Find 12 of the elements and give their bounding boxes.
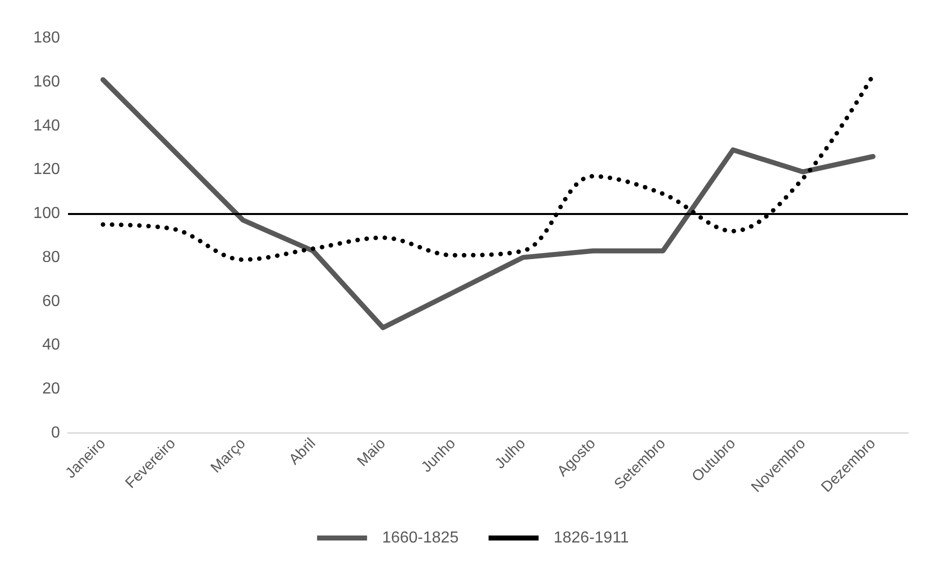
y-tick-label: 140 xyxy=(33,117,60,134)
y-tick-label: 160 xyxy=(33,73,60,90)
y-tick-label: 20 xyxy=(42,380,60,398)
y-tick-label: 80 xyxy=(42,248,60,266)
y-tick-label: 100 xyxy=(33,205,60,222)
y-tick-label: 60 xyxy=(42,292,60,310)
y-tick-label: 40 xyxy=(42,336,60,354)
y-tick-label: 180 xyxy=(33,30,60,46)
y-tick-label: 0 xyxy=(51,424,60,442)
legend-label: 1826-1911 xyxy=(554,530,630,546)
legend-label: 1660-1825 xyxy=(382,530,459,546)
y-tick-label: 120 xyxy=(33,161,60,178)
